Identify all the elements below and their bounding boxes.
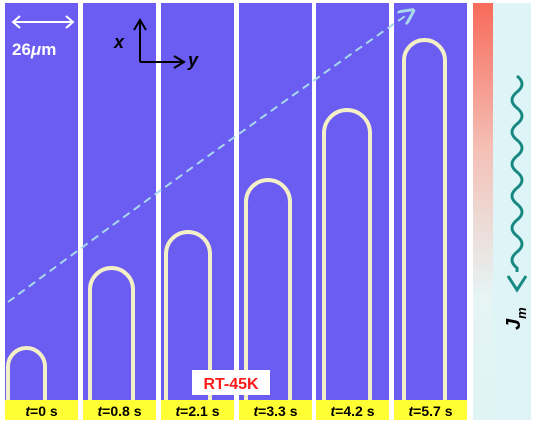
axis-x: x <box>113 32 125 52</box>
time-text: =2.1 s <box>180 403 220 419</box>
figure: t=0 s t=0.8 s t=2.1 s t=3.3 s t=4.2 s t=5.7 s… <box>0 0 538 428</box>
time-text: =0 s <box>30 403 58 419</box>
scale-label: 26μm <box>12 40 56 59</box>
time-text: =0.8 s <box>102 403 142 419</box>
time-label: t=0 s <box>25 403 58 419</box>
panel <box>239 3 312 420</box>
condition-label: RT-45K <box>203 376 259 393</box>
panels: t=0 s t=0.8 s t=2.1 s t=3.3 s t=4.2 s t=5.7 s <box>5 3 467 420</box>
time-text: =4.2 s <box>335 403 375 419</box>
time-label: t=2.1 s <box>176 403 220 419</box>
time-label: t=5.7 s <box>409 403 453 419</box>
time-label: t=3.3 s <box>254 403 298 419</box>
current-panel <box>493 3 531 420</box>
time-text: =5.7 s <box>413 403 453 419</box>
panel <box>83 3 156 420</box>
gradient-bar <box>473 3 493 420</box>
time-text: =3.3 s <box>258 403 298 419</box>
panel <box>316 3 389 420</box>
time-label: t=4.2 s <box>331 403 375 419</box>
time-label: t=0.8 s <box>98 403 142 419</box>
axis-y: y <box>187 50 199 70</box>
